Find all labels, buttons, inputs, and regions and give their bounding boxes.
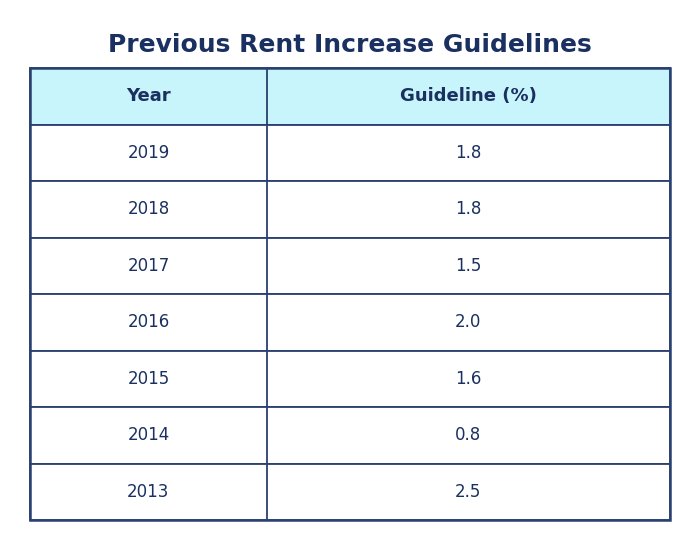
Bar <box>30 238 670 294</box>
Text: 2.5: 2.5 <box>455 483 482 501</box>
Text: 2013: 2013 <box>127 483 169 501</box>
Bar <box>30 68 670 520</box>
Text: 1.5: 1.5 <box>455 256 482 275</box>
Text: 2017: 2017 <box>127 256 169 275</box>
Bar <box>30 350 670 407</box>
Bar <box>30 125 670 181</box>
Bar <box>30 294 670 350</box>
Text: Year: Year <box>126 87 171 105</box>
Text: Previous Rent Increase Guidelines: Previous Rent Increase Guidelines <box>108 33 592 57</box>
Text: 1.8: 1.8 <box>455 144 482 162</box>
Bar <box>30 407 670 463</box>
Text: 1.6: 1.6 <box>455 370 482 388</box>
Bar <box>30 68 670 125</box>
Text: Guideline (%): Guideline (%) <box>400 87 537 105</box>
Text: 2015: 2015 <box>127 370 169 388</box>
Text: 2014: 2014 <box>127 426 169 444</box>
Text: 1.8: 1.8 <box>455 200 482 218</box>
Text: 2.0: 2.0 <box>455 313 482 331</box>
Text: 0.8: 0.8 <box>455 426 482 444</box>
Text: 2018: 2018 <box>127 200 169 218</box>
Text: 2016: 2016 <box>127 313 169 331</box>
Bar <box>30 181 670 238</box>
Bar <box>30 463 670 520</box>
Text: 2019: 2019 <box>127 144 169 162</box>
